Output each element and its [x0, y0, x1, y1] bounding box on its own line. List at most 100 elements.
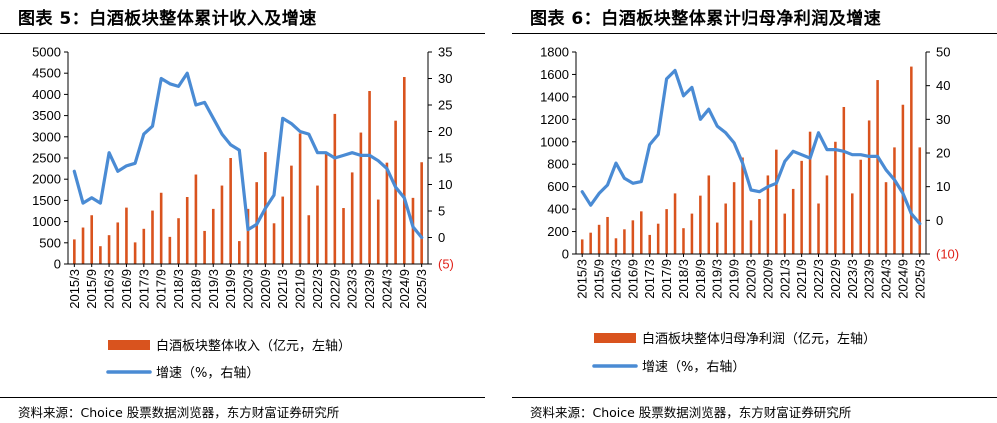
bar	[724, 203, 727, 254]
left-axis-tick-label: 4500	[32, 66, 61, 81]
x-axis-tick-label: 2024/9	[895, 259, 910, 299]
x-axis-tick-label: 2024/9	[397, 269, 412, 309]
x-axis-tick-label: 2018/3	[676, 259, 691, 299]
bar	[665, 209, 668, 254]
bar	[411, 197, 415, 264]
x-axis-tick-label: 2015/9	[84, 269, 99, 309]
x-axis-tick-label: 2022/3	[310, 269, 325, 309]
right-axis-tick-label: 50	[936, 45, 950, 60]
legend-swatch-bar	[594, 333, 636, 343]
left-axis-tick-label: 3500	[32, 108, 61, 123]
right-axis-tick-label: 30	[936, 112, 950, 127]
left-axis-tick-label: 0	[562, 247, 569, 262]
x-axis-tick-label: 2017/9	[659, 259, 674, 299]
x-axis-tick-label: 2024/3	[879, 259, 894, 299]
x-axis-tick-label: 2021/3	[275, 269, 290, 309]
left-axis-tick-label: 4000	[32, 87, 61, 102]
bar	[316, 185, 319, 264]
growth-line	[72, 71, 424, 240]
left-axis-tick-label: 800	[547, 157, 569, 172]
x-axis-tick-label: 2016/9	[119, 269, 134, 309]
bar	[177, 218, 180, 264]
x-axis-tick-label: 2017/3	[642, 259, 657, 299]
x-axis-tick-label: 2022/9	[327, 269, 342, 309]
bar	[867, 120, 871, 254]
right-axis-tick-label: 10	[438, 177, 452, 192]
x-axis-tick-label: 2022/3	[811, 259, 826, 299]
bar	[732, 182, 736, 254]
legend-swatch-bar	[108, 340, 150, 350]
bar	[350, 172, 354, 264]
bar	[116, 222, 120, 264]
right-axis-tick-label: 25	[438, 98, 452, 113]
x-axis-tick-label: 2019/3	[206, 269, 221, 309]
bar	[859, 159, 862, 254]
bar	[220, 185, 224, 264]
left-axis-tick-label: 1500	[32, 193, 61, 208]
x-axis-tick-label: 2024/3	[379, 269, 394, 309]
bar	[749, 220, 753, 254]
x-axis-tick-label: 2015/9	[592, 259, 607, 299]
title-rule	[0, 33, 485, 34]
bar	[307, 215, 311, 264]
bar	[359, 132, 363, 264]
x-axis-tick-label: 2019/9	[223, 269, 238, 309]
right-axis-tick-label: 30	[438, 71, 452, 86]
bar	[342, 208, 345, 264]
bar	[825, 175, 829, 254]
bar	[90, 215, 94, 264]
bar	[606, 216, 609, 254]
bar	[800, 160, 803, 254]
bar	[151, 210, 154, 264]
bar	[402, 77, 406, 265]
left-axis-tick-label: 2000	[32, 172, 61, 187]
left-axis-tick-label: 200	[547, 224, 569, 239]
x-axis-tick-label: 2018/9	[693, 259, 708, 299]
right-axis-tick-label: (10)	[936, 247, 959, 262]
bar	[834, 141, 837, 254]
bar	[640, 211, 643, 254]
chart-panel-revenue: 图表 5：白酒板块整体累计收入及增速 0 500 1000 1500 2000 2500 3…	[0, 0, 485, 423]
x-axis-tick-label: 2018/3	[171, 269, 186, 309]
left-axis-tick-label: 1200	[540, 112, 569, 127]
x-axis-tick-label: 2023/3	[345, 269, 360, 309]
x-axis-tick-label: 2015/3	[575, 259, 590, 299]
right-axis-tick-label: 15	[438, 151, 452, 166]
bar	[851, 193, 854, 254]
x-axis-tick-label: 2019/3	[710, 259, 725, 299]
x-axis-tick-label: 2017/9	[154, 269, 169, 309]
bar	[272, 223, 276, 264]
bar	[775, 149, 778, 254]
bar	[385, 162, 389, 264]
left-axis-tick-label: 1600	[540, 67, 569, 82]
bar	[884, 182, 888, 254]
source-rule	[512, 397, 997, 398]
right-axis-tick-label: 40	[936, 78, 950, 93]
bar	[648, 234, 651, 254]
x-axis-tick-label: 2020/3	[241, 269, 256, 309]
bar	[333, 113, 337, 265]
title-rule	[512, 33, 997, 34]
bar	[766, 175, 770, 254]
left-axis-tick-label: 0	[54, 257, 61, 272]
x-axis-tick-label: 2023/9	[362, 269, 377, 309]
bar	[741, 157, 744, 254]
bar	[580, 239, 584, 254]
legend-label-line: 增速（%，右轴）	[156, 366, 259, 381]
bar	[368, 91, 371, 264]
bar	[589, 232, 592, 254]
x-axis-tick-label: 2025/3	[414, 269, 429, 309]
left-axis-tick-label: 2500	[32, 151, 61, 166]
bar	[791, 188, 795, 254]
bar	[185, 197, 189, 264]
x-axis-tick-label: 2020/9	[760, 259, 775, 299]
bar	[99, 246, 102, 264]
left-axis-tick-label: 500	[39, 235, 61, 250]
bar	[614, 238, 618, 254]
right-axis-tick-label: 20	[438, 124, 452, 139]
source-note: 资料来源：Choice 股票数据浏览器，东方财富证券研究所	[18, 405, 340, 420]
bar	[281, 196, 285, 264]
bar	[758, 199, 761, 254]
bar	[597, 224, 601, 254]
x-axis-tick-label: 2023/9	[862, 259, 877, 299]
